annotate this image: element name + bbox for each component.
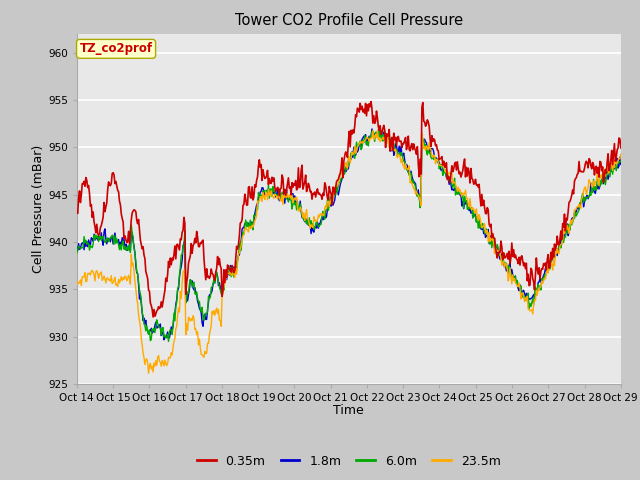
- X-axis label: Time: Time: [333, 405, 364, 418]
- Title: Tower CO2 Profile Cell Pressure: Tower CO2 Profile Cell Pressure: [235, 13, 463, 28]
- Legend: 0.35m, 1.8m, 6.0m, 23.5m: 0.35m, 1.8m, 6.0m, 23.5m: [192, 450, 506, 473]
- Text: TZ_co2prof: TZ_co2prof: [79, 42, 153, 55]
- Y-axis label: Cell Pressure (mBar): Cell Pressure (mBar): [32, 144, 45, 273]
